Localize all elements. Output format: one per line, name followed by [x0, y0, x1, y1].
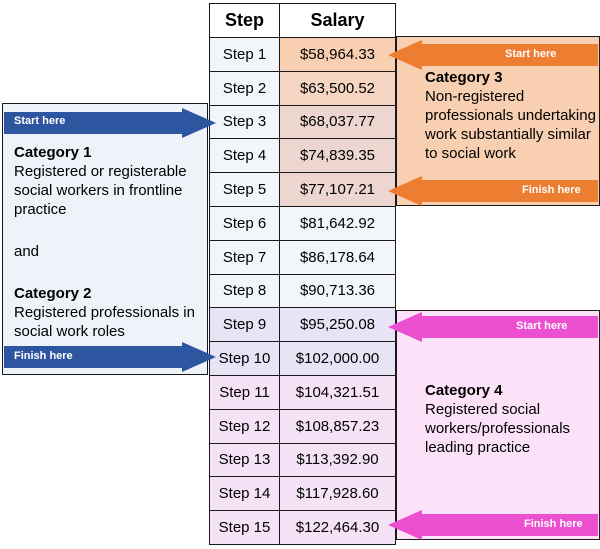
salary-cell: $86,178.64	[279, 239, 396, 275]
category-2-text: Category 2 Registered professionals in s…	[14, 284, 204, 341]
step-cell: Step 5	[209, 172, 280, 207]
salary-cell: $95,250.08	[279, 307, 396, 343]
cat4-finish-arrow-icon	[388, 510, 598, 540]
cat3-start-arrow-icon	[388, 40, 598, 70]
step-cell: Step 11	[209, 374, 280, 410]
salary-step-table: Step Salary Step 1 $58,964.33 Step 2 $63…	[209, 3, 396, 545]
cat4-finish-label: Finish here	[524, 518, 583, 530]
step-column-header: Step	[209, 3, 280, 38]
category-3-text: Category 3 Non-registered professionals …	[425, 68, 597, 163]
category-4-description: Registered social workers/professionals …	[425, 401, 571, 456]
table-row: Step 2 $63,500.52	[209, 70, 396, 106]
step-cell: Step 4	[209, 138, 280, 174]
cat1-start-arrow-icon	[4, 108, 216, 138]
salary-cell: $63,500.52	[279, 70, 396, 106]
table-row: Step 6 $81,642.92	[209, 205, 396, 241]
table-row: Step 4 $74,839.35	[209, 138, 396, 174]
category-4-panel	[396, 310, 600, 540]
table-row: Step 14 $117,928.60	[209, 476, 396, 512]
step-cell: Step 13	[209, 442, 280, 478]
table-row: Step 1 $58,964.33	[209, 37, 396, 72]
step-cell: Step 6	[209, 205, 280, 241]
cat4-start-arrow-icon	[388, 312, 598, 342]
salary-cell: $90,713.36	[279, 273, 396, 309]
salary-cell: $104,321.51	[279, 374, 396, 410]
salary-cell: $113,392.90	[279, 442, 396, 478]
category-4-text: Category 4 Registered social workers/pro…	[425, 381, 597, 457]
step-cell: Step 7	[209, 239, 280, 275]
salary-cell: $81,642.92	[279, 205, 396, 241]
table-row: Step 15 $122,464.30	[209, 510, 396, 545]
salary-cell: $58,964.33	[279, 37, 396, 72]
step-cell: Step 3	[209, 104, 280, 140]
cat1-finish-arrow-icon	[4, 342, 216, 372]
table-row: Step 7 $86,178.64	[209, 239, 396, 275]
table-row: Step 8 $90,713.36	[209, 273, 396, 309]
step-cell: Step 12	[209, 408, 280, 444]
category-3-description: Non-registered professionals undertaking…	[425, 88, 596, 162]
step-cell: Step 15	[209, 510, 280, 545]
salary-cell: $77,107.21	[279, 172, 396, 207]
step-cell: Step 2	[209, 70, 280, 106]
cat1-start-label: Start here	[14, 115, 66, 127]
salary-cell: $108,857.23	[279, 408, 396, 444]
category-2-description: Registered professionals in social work …	[14, 304, 195, 340]
category-1-description: Registered or registerable social worker…	[14, 163, 187, 218]
step-cell: Step 1	[209, 37, 280, 72]
salary-cell: $117,928.60	[279, 476, 396, 512]
table-row: Step 13 $113,392.90	[209, 442, 396, 478]
category-1-text: Category 1 Registered or registerable so…	[14, 143, 204, 219]
step-cell: Step 8	[209, 273, 280, 309]
cat1-finish-label: Finish here	[14, 350, 73, 362]
table-row: Step 9 $95,250.08	[209, 307, 396, 343]
cat3-finish-arrow-icon	[388, 176, 598, 206]
cat3-start-label: Start here	[505, 48, 557, 60]
salary-column-header: Salary	[279, 3, 396, 38]
salary-cell: $68,037.77	[279, 104, 396, 140]
table-row: Step 10 $102,000.00	[209, 341, 396, 376]
table-row: Step 5 $77,107.21	[209, 172, 396, 207]
step-cell: Step 9	[209, 307, 280, 343]
category-2-title: Category 2	[14, 285, 92, 302]
step-cell: Step 10	[209, 341, 280, 376]
category-1-2-panel	[2, 103, 208, 375]
cat4-start-label: Start here	[516, 320, 568, 332]
category-4-title: Category 4	[425, 382, 503, 399]
table-row: Step 3 $68,037.77	[209, 104, 396, 140]
cat3-finish-label: Finish here	[522, 184, 581, 196]
category-3-title: Category 3	[425, 69, 503, 86]
salary-cell: $102,000.00	[279, 341, 396, 376]
category-joiner: and	[14, 243, 40, 260]
salary-cell: $122,464.30	[279, 510, 396, 545]
table-row: Step 12 $108,857.23	[209, 408, 396, 444]
step-cell: Step 14	[209, 476, 280, 512]
table-row: Step 11 $104,321.51	[209, 374, 396, 410]
salary-cell: $74,839.35	[279, 138, 396, 174]
category-1-title: Category 1	[14, 144, 92, 161]
